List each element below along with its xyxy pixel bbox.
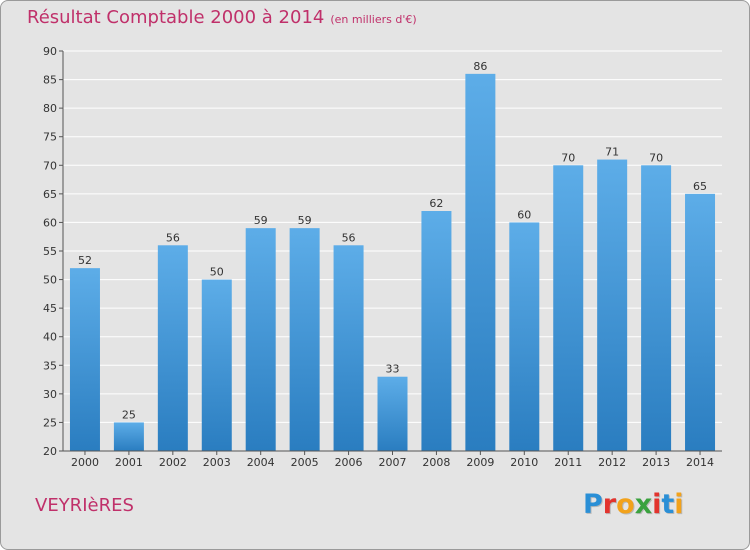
- y-tick-label: 80: [43, 102, 57, 115]
- x-tick-label: 2008: [422, 456, 450, 469]
- brand-letter: t: [661, 489, 675, 520]
- y-tick-label: 35: [43, 359, 57, 372]
- bar-value-label: 52: [78, 254, 92, 267]
- bar-value-label: 50: [210, 266, 224, 279]
- bar: [113, 422, 144, 451]
- bars-group: [69, 73, 716, 452]
- x-tick-label: 2005: [291, 456, 319, 469]
- x-tick-label: 2004: [247, 456, 275, 469]
- brand-letter: x: [634, 489, 653, 520]
- bar: [377, 376, 408, 451]
- x-tick-label: 2000: [71, 456, 99, 469]
- x-tick-label: 2012: [598, 456, 626, 469]
- x-tick-label: 2003: [203, 456, 231, 469]
- bar-value-label: 70: [561, 151, 575, 164]
- bar-value-label: 25: [122, 408, 136, 421]
- y-tick-label: 30: [43, 388, 57, 401]
- x-tick-label: 2010: [510, 456, 538, 469]
- y-tick-label: 40: [43, 331, 57, 344]
- chart-subtitle: (en milliers d'€): [330, 13, 417, 26]
- value-labels: 52 25 56 50 59 59 56 33 62 86 60 70 71 70 65: [78, 60, 707, 422]
- y-tick-label: 25: [43, 416, 57, 429]
- bar: [641, 165, 672, 452]
- bar: [201, 279, 232, 451]
- x-tick-label: 2006: [335, 456, 363, 469]
- y-tick-label: 45: [43, 302, 57, 315]
- x-tick-label: 2001: [115, 456, 143, 469]
- bar: [69, 268, 100, 451]
- bar-value-label: 59: [298, 214, 312, 227]
- bar-value-label: 65: [693, 180, 707, 193]
- y-tick-label: 65: [43, 188, 57, 201]
- chart-title: Résultat Comptable 2000 à 2014 (en millie…: [27, 7, 417, 28]
- bar: [553, 165, 584, 452]
- bar-value-label: 71: [605, 146, 619, 159]
- bar-value-label: 33: [386, 363, 400, 376]
- y-tick-label: 55: [43, 245, 57, 258]
- bar: [157, 245, 188, 451]
- bar: [245, 228, 276, 451]
- y-tick-label: 70: [43, 159, 57, 172]
- brand-logo: Proxiti: [583, 489, 684, 520]
- bar: [421, 211, 452, 451]
- bar-value-label: 62: [429, 197, 443, 210]
- x-tick-label: 2011: [554, 456, 582, 469]
- x-tick-label: 2013: [642, 456, 670, 469]
- bar-value-label: 59: [254, 214, 268, 227]
- y-tick-label: 75: [43, 131, 57, 144]
- bar-value-label: 70: [649, 151, 663, 164]
- bar: [333, 245, 364, 451]
- y-tick-label: 20: [43, 445, 57, 458]
- x-tick-label: 2014: [686, 456, 714, 469]
- commune-name: VEYRIèRES: [35, 495, 134, 516]
- brand-letter: i: [652, 489, 662, 520]
- brand-letter: o: [616, 489, 635, 520]
- axes: 20 25 30 35 40 45 50 55 60 65 70 75 80 85 90 2000 2001 20…: [43, 45, 722, 469]
- y-tick-label: 85: [43, 74, 57, 87]
- y-tick-label: 50: [43, 274, 57, 287]
- x-tick-label: 2009: [466, 456, 494, 469]
- x-tick-label: 2007: [379, 456, 407, 469]
- brand-letter: P: [583, 489, 603, 520]
- brand-letter: i: [674, 489, 684, 520]
- x-tick-label: 2002: [159, 456, 187, 469]
- brand-letter: r: [602, 489, 617, 520]
- bar: [465, 73, 496, 451]
- bar-value-label: 56: [342, 231, 356, 244]
- bar-value-label: 56: [166, 231, 180, 244]
- bar: [509, 222, 540, 451]
- y-tick-label: 60: [43, 216, 57, 229]
- bar: [597, 159, 628, 452]
- title-text: Résultat Comptable 2000 à 2014: [27, 7, 325, 28]
- bar: [685, 193, 716, 451]
- y-tick-label: 90: [43, 45, 57, 58]
- bar-value-label: 60: [517, 208, 531, 221]
- bar-value-label: 86: [473, 60, 487, 73]
- bar: [289, 228, 320, 451]
